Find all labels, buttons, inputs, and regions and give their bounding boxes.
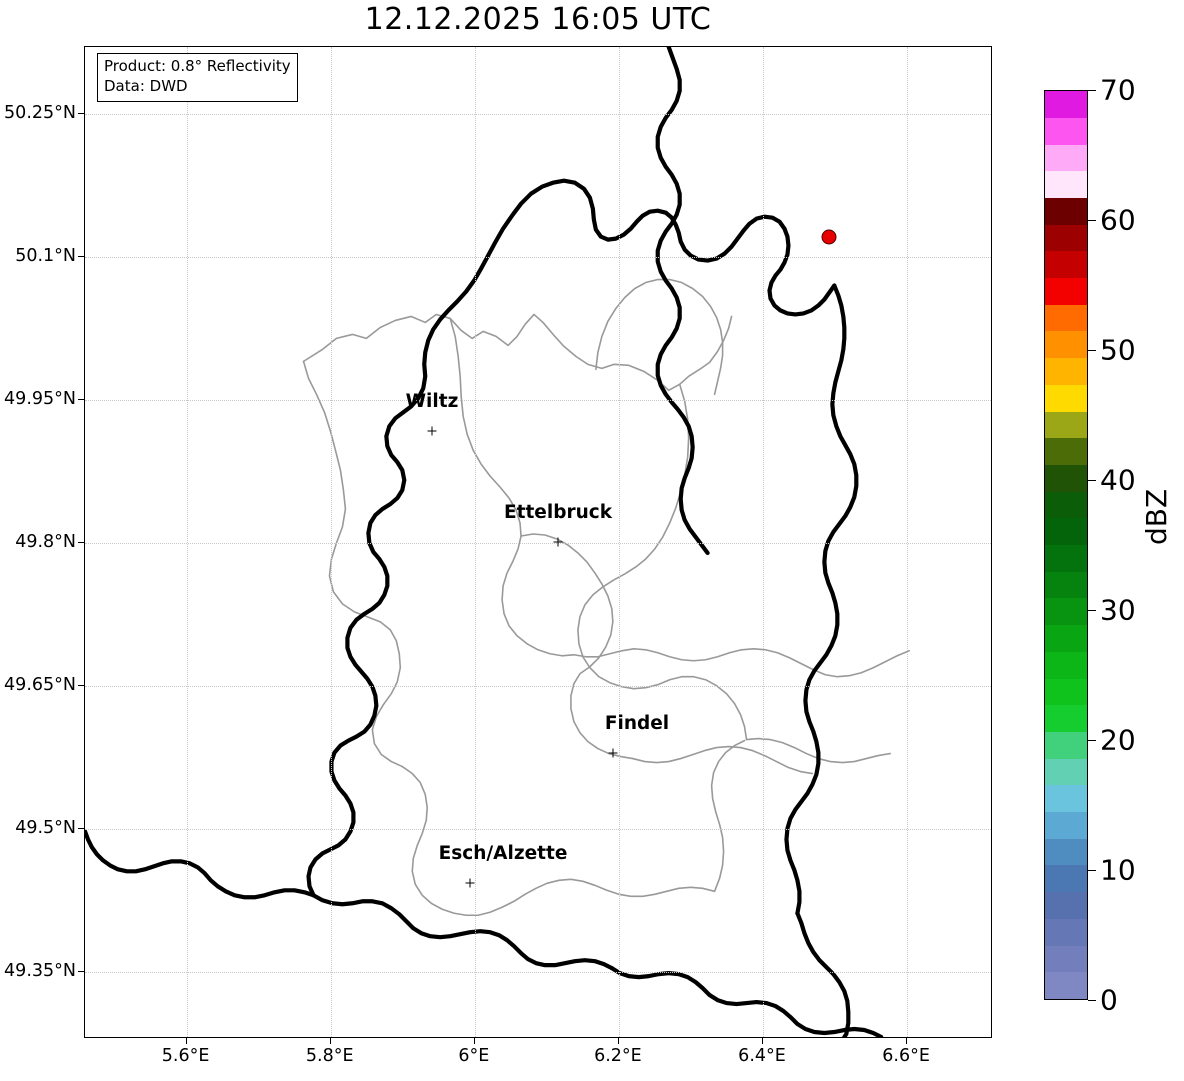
- colorbar-tick-30: [1088, 610, 1096, 611]
- colorbar-band-7: [1045, 785, 1087, 813]
- colorbar-tick-label-20: 20: [1100, 723, 1136, 757]
- axis-tick-lon-5.8: [329, 1038, 331, 1044]
- infobox-data-line: Data: DWD: [104, 76, 188, 95]
- district-boundaries: [302, 278, 910, 917]
- colorbar-band-21: [1045, 411, 1087, 439]
- axis-tick-lat-50.1: [78, 256, 84, 257]
- colorbar-band-31: [1045, 144, 1087, 172]
- colorbar-tick-label-10: 10: [1100, 853, 1136, 887]
- axis-label-lon-5.8: 5.8°E: [305, 1046, 354, 1066]
- colorbar-band-10: [1045, 705, 1087, 732]
- axis-label-lat-49.35: 49.35°N: [4, 961, 76, 982]
- colorbar-band-23: [1045, 358, 1087, 385]
- colorbar-band-16: [1045, 545, 1087, 572]
- colorbar-tick-label-60: 60: [1100, 203, 1136, 237]
- radar-map-plot[interactable]: Wiltz Ettelbruck Findel Esch/Alzette Pro…: [84, 46, 992, 1038]
- colorbar-band-22: [1045, 384, 1087, 412]
- colorbar-tick-70: [1088, 90, 1096, 91]
- colorbar-tick-10: [1088, 870, 1096, 871]
- colorbar-band-8: [1045, 758, 1087, 786]
- colorbar-band-15: [1045, 571, 1087, 599]
- national-border-luxembourg: [85, 178, 884, 1037]
- axis-tick-lat-49.8: [78, 542, 84, 544]
- neighbouring-country-borders: [655, 47, 710, 556]
- colorbar-band-28: [1045, 224, 1087, 252]
- colorbar-band-5: [1045, 838, 1087, 866]
- colorbar-tick-label-70: 70: [1100, 73, 1136, 107]
- axis-label-lon-6.4: 6.4°E: [738, 1046, 786, 1066]
- colorbar-band-12: [1045, 651, 1087, 679]
- colorbar-tick-label-30: 30: [1100, 593, 1136, 627]
- colorbar-band-25: [1045, 304, 1087, 332]
- map-geometry: [85, 47, 910, 1037]
- colorbar-band-4: [1045, 865, 1087, 893]
- axis-label-lon-6.0: 6°E: [458, 1046, 490, 1066]
- colorbar-axis-label: dBZ: [1140, 488, 1173, 545]
- colorbar-band-24: [1045, 331, 1087, 359]
- colorbar-tick-label-50: 50: [1100, 333, 1136, 367]
- axis-label-lat-49.5: 49.5°N: [15, 818, 76, 839]
- colorbar-band-18: [1045, 491, 1087, 519]
- colorbar-band-11: [1045, 678, 1087, 706]
- page-title: 12.12.2025 16:05 UTC: [364, 2, 712, 37]
- colorbar-band-29: [1045, 197, 1087, 225]
- axis-label-lon-6.6: 6.6°E: [882, 1046, 930, 1066]
- axis-tick-lat-50.25: [78, 112, 84, 114]
- axis-tick-lon-6.2: [617, 1038, 619, 1044]
- colorbar-band-19: [1045, 464, 1087, 492]
- colorbar-band-27: [1045, 251, 1087, 279]
- colorbar-tick-label-0: 0: [1100, 983, 1118, 1017]
- axis-label-lon-5.6: 5.6°E: [161, 1046, 210, 1066]
- colorbar-tick-label-40: 40: [1100, 463, 1136, 497]
- colorbar-band-14: [1045, 598, 1087, 626]
- axis-label-lat-49.65: 49.65°N: [4, 675, 76, 696]
- colorbar-band-1: [1045, 945, 1087, 973]
- axis-tick-lat-49.65: [78, 685, 84, 687]
- colorbar-band-13: [1045, 625, 1087, 652]
- axis-tick-lat-49.95: [78, 399, 84, 401]
- colorbar-band-6: [1045, 812, 1087, 839]
- axis-label-lat-50.1: 50.1°N: [15, 246, 76, 266]
- axis-label-lat-49.95: 49.95°N: [4, 389, 76, 410]
- axis-label-lat-50.25: 50.25°N: [4, 102, 76, 123]
- colorbar-tick-40: [1088, 480, 1096, 481]
- axis-tick-lon-6.0: [473, 1038, 475, 1044]
- colorbar-band-17: [1045, 518, 1087, 546]
- colorbar-band-32: [1045, 117, 1087, 145]
- axis-tick-lat-49.35: [78, 971, 84, 973]
- axis-label-lat-49.8: 49.8°N: [15, 532, 76, 553]
- colorbar-tick-0: [1088, 1000, 1096, 1001]
- colorbar-band-3: [1045, 892, 1087, 919]
- product-info-box: Product: 0.8° Reflectivity Data: DWD: [97, 53, 298, 102]
- colorbar-tick-50: [1088, 350, 1096, 351]
- colorbar-band-0: [1045, 972, 1087, 999]
- colorbar-gradient: [1044, 90, 1088, 1000]
- axis-tick-lon-5.6: [185, 1038, 187, 1044]
- colorbar-band-26: [1045, 278, 1087, 305]
- colorbar-band-9: [1045, 731, 1087, 759]
- colorbar-tick-60: [1088, 220, 1096, 221]
- colorbar[interactable]: 0 10 20 30 40 50 60 70: [1044, 74, 1136, 1017]
- colorbar-tick-20: [1088, 740, 1096, 741]
- colorbar-band-33: [1045, 91, 1087, 118]
- radar-site-marker[interactable]: [821, 229, 837, 245]
- axis-tick-lon-6.6: [906, 1038, 908, 1044]
- axis-label-lon-6.2: 6.2°E: [594, 1046, 642, 1066]
- colorbar-band-30: [1045, 171, 1087, 198]
- axis-tick-lat-49.5: [78, 828, 84, 830]
- infobox-product-line: Product: 0.8° Reflectivity: [104, 57, 291, 75]
- axis-tick-lon-6.4: [762, 1038, 763, 1044]
- colorbar-band-2: [1045, 918, 1087, 946]
- colorbar-band-20: [1045, 438, 1087, 465]
